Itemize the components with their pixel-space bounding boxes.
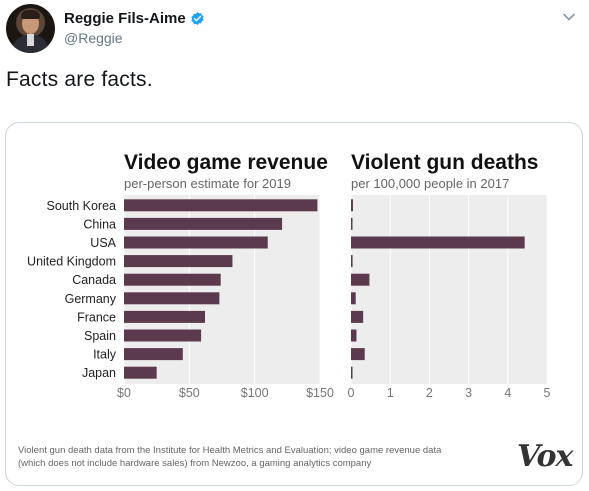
chevron-down-icon[interactable] <box>562 10 576 24</box>
chart-graphic: $0 $50 $100 $150 South Korea China USA United K… <box>18 151 551 469</box>
bar <box>124 310 206 323</box>
bar <box>351 236 525 249</box>
avatar[interactable] <box>6 4 55 53</box>
source-note-line2: (which does not include hardware sales) … <box>18 458 372 469</box>
bar <box>351 255 353 268</box>
bar <box>124 217 283 230</box>
category-label: USA <box>90 236 116 250</box>
category-label: Spain <box>84 329 116 343</box>
bar <box>124 255 233 268</box>
category-label: Germany <box>65 292 117 306</box>
avatar-hair <box>21 10 40 19</box>
verified-badge-icon <box>191 11 204 26</box>
bar <box>351 292 356 305</box>
x-tick-label: 0 <box>348 386 355 400</box>
chart-subtitle-gun-deaths: per 100,000 people in 2017 <box>351 176 509 191</box>
bar <box>351 310 364 323</box>
tweet-header: Reggie Fils-Aime @Reggie <box>6 4 586 54</box>
category-label: France <box>77 310 116 324</box>
avatar-collar <box>27 34 34 46</box>
chart-title-gun-deaths: Violent gun deaths <box>351 151 538 174</box>
chart-subtitle-video-game: per-person estimate for 2019 <box>124 176 291 191</box>
tweet-text: Facts are facts. <box>6 68 153 91</box>
chart-title-video-game: Video game revenue <box>124 151 328 174</box>
x-tick-label: $50 <box>179 386 200 400</box>
x-tick-label: 1 <box>387 386 394 400</box>
name-row: Reggie Fils-Aime <box>64 10 205 27</box>
bar <box>351 348 365 361</box>
bar <box>351 273 370 286</box>
bar <box>351 329 357 342</box>
bar <box>124 199 318 212</box>
bar <box>124 348 183 361</box>
category-label: Canada <box>72 273 116 287</box>
x-tick-label: $100 <box>241 386 269 400</box>
x-tick-label: $150 <box>306 386 334 400</box>
source-note-line1: Violent gun death data from the Institut… <box>18 445 442 456</box>
x-tick-label: 4 <box>504 386 511 400</box>
bar <box>124 366 157 379</box>
bar <box>124 292 220 305</box>
display-name[interactable]: Reggie Fils-Aime <box>64 10 186 27</box>
chart-plots: $0 $50 $100 $150 South Korea China USA United K… <box>27 195 551 400</box>
category-label: Italy <box>93 348 117 362</box>
vox-logo: Vox <box>517 439 573 474</box>
x-tick-label: 3 <box>465 386 472 400</box>
bar <box>351 199 353 212</box>
plot-background <box>351 195 547 384</box>
category-label: South Korea <box>47 199 117 213</box>
category-label: United Kingdom <box>27 255 116 269</box>
bar <box>351 366 353 379</box>
category-label: Japan <box>82 366 116 380</box>
user-handle[interactable]: @Reggie <box>64 30 123 46</box>
bar <box>351 217 353 230</box>
bar <box>124 329 202 342</box>
tweet-media-card[interactable]: $0 $50 $100 $150 South Korea China USA United K… <box>5 122 583 486</box>
x-tick-label: $0 <box>117 386 131 400</box>
x-tick-label: 2 <box>426 386 433 400</box>
bar <box>124 273 221 286</box>
x-tick-label: 5 <box>544 386 551 400</box>
bar <box>124 236 268 249</box>
category-label: China <box>83 217 116 231</box>
